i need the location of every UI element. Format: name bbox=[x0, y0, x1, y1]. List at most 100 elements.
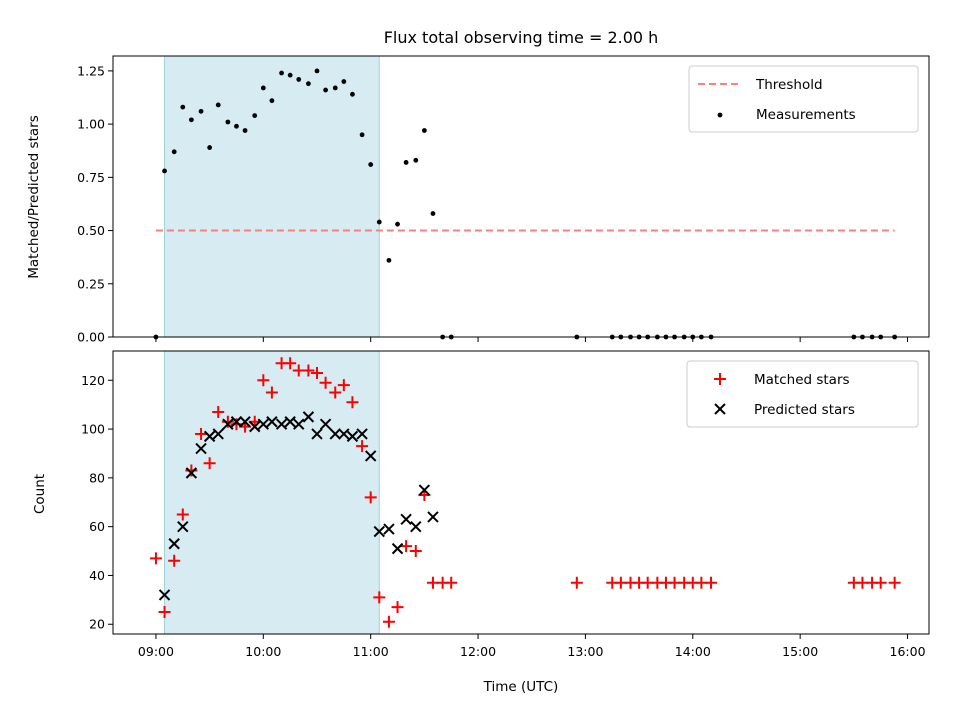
measurement-point bbox=[386, 257, 392, 263]
predicted-star-point bbox=[212, 428, 224, 440]
matched-star-point bbox=[185, 464, 198, 477]
matched-star-point bbox=[158, 606, 171, 619]
measurement-point bbox=[314, 68, 320, 74]
legend-matched-label: Matched stars bbox=[754, 372, 850, 388]
matched-star-point bbox=[265, 386, 278, 399]
y-tick-label: 40 bbox=[89, 568, 105, 583]
predicted-star-point bbox=[391, 542, 404, 555]
y-tick-label: 0.25 bbox=[77, 276, 105, 291]
chart-title: Flux total observing time = 2.00 h bbox=[384, 28, 659, 47]
x-axis-label: Time (UTC) bbox=[483, 679, 559, 695]
measurement-point bbox=[171, 149, 177, 155]
measurement-point bbox=[403, 160, 409, 165]
predicted-star-point bbox=[230, 416, 243, 428]
matched-star-point bbox=[888, 576, 901, 589]
predicted-star-point bbox=[284, 416, 296, 428]
predicted-star-point bbox=[311, 428, 323, 440]
predicted-star-point bbox=[257, 418, 270, 430]
matched-star-point bbox=[212, 405, 225, 418]
predicted-star-point bbox=[338, 428, 350, 440]
predicted-star-point bbox=[293, 418, 305, 430]
matched-star-point bbox=[302, 364, 315, 377]
matched-star-point bbox=[382, 615, 395, 628]
measurement-point bbox=[162, 168, 167, 174]
matched-star-point bbox=[311, 366, 323, 379]
matched-star-point bbox=[400, 540, 413, 553]
y-tick-label: 100 bbox=[81, 422, 105, 437]
predicted-star-point bbox=[185, 467, 198, 479]
matched-star-point bbox=[257, 374, 270, 387]
measurement-point bbox=[287, 72, 293, 78]
y-tick-label: 0.50 bbox=[77, 223, 105, 238]
measurement-point bbox=[306, 81, 311, 87]
y-tick-label: 1.00 bbox=[77, 117, 105, 132]
predicted-star-point bbox=[427, 511, 439, 523]
measurement-point bbox=[234, 123, 239, 129]
predicted-star-point bbox=[203, 430, 216, 443]
legend-box-bottom bbox=[686, 360, 919, 428]
measurement-point bbox=[215, 102, 221, 108]
matched-star-point bbox=[874, 576, 887, 589]
x-tick-label: 10:00 bbox=[245, 644, 281, 659]
predicted-star-point bbox=[410, 520, 422, 533]
matched-star-point bbox=[346, 396, 359, 409]
measurement-point bbox=[296, 77, 302, 82]
predicted-star-point bbox=[177, 520, 189, 533]
measurement-point bbox=[323, 87, 328, 93]
predicted-star-point bbox=[158, 589, 171, 601]
measurement-point bbox=[430, 211, 436, 216]
predicted-star-point bbox=[222, 418, 234, 430]
matched-star-point bbox=[373, 591, 386, 604]
matched-star-point bbox=[149, 552, 162, 565]
y-axis-label-top: Matched/Predicted stars bbox=[26, 115, 42, 278]
matched-star-point bbox=[319, 376, 332, 389]
plot-frame-top bbox=[112, 55, 930, 338]
matched-star-point bbox=[705, 576, 718, 589]
legend-top: Threshold Measurements bbox=[688, 65, 919, 133]
predicted-star-point bbox=[346, 430, 359, 443]
matched-star-point bbox=[391, 601, 404, 614]
top-panel: 0.00 0.25 0.50 0.75 1.00 1.25 Flux total obse… bbox=[26, 28, 930, 345]
legend-matched-swatch bbox=[714, 373, 726, 385]
predicted-star-point bbox=[266, 416, 278, 428]
observing-window-shade-top bbox=[164, 55, 380, 338]
y-axis-label-bottom: Count bbox=[32, 474, 48, 514]
predicted-star-point bbox=[373, 525, 385, 538]
y-axis-ticks-bottom: 20 40 60 80 100 120 bbox=[81, 373, 113, 632]
measurement-point bbox=[332, 85, 338, 91]
measurement-point bbox=[421, 128, 427, 133]
measurement-point bbox=[252, 113, 258, 119]
measurement-point bbox=[188, 117, 194, 123]
matched-star-point bbox=[356, 440, 369, 453]
measurement-point bbox=[225, 119, 231, 125]
y-tick-label: 80 bbox=[89, 470, 105, 485]
predicted-star-point bbox=[195, 442, 207, 455]
measurements-series bbox=[153, 68, 898, 340]
legend-measurements-swatch bbox=[717, 112, 723, 118]
measurement-point bbox=[368, 162, 374, 167]
y-tick-label: 60 bbox=[89, 519, 105, 534]
predicted-star-point bbox=[364, 450, 377, 462]
legend-bottom: Matched stars Predicted stars bbox=[686, 360, 919, 428]
measurement-point bbox=[350, 91, 355, 97]
matched-star-point bbox=[445, 576, 458, 589]
x-tick-label: 14:00 bbox=[675, 644, 711, 659]
measurement-point bbox=[341, 79, 347, 84]
legend-predicted-swatch bbox=[714, 403, 726, 415]
matched-star-point bbox=[176, 508, 189, 521]
measurement-point bbox=[180, 104, 186, 110]
x-tick-label: 13:00 bbox=[567, 644, 603, 659]
measurement-point bbox=[242, 128, 248, 133]
matched-star-point bbox=[221, 415, 234, 428]
legend-threshold-label: Threshold bbox=[755, 77, 823, 93]
x-tick-label: 15:00 bbox=[782, 644, 818, 659]
matched-stars-series bbox=[149, 357, 901, 628]
predicted-star-point bbox=[329, 428, 341, 440]
predicted-star-point bbox=[418, 484, 431, 496]
y-axis-ticks-top: 0.00 0.25 0.50 0.75 1.00 1.25 bbox=[77, 63, 113, 345]
y-tick-label: 0.00 bbox=[77, 330, 105, 345]
x-tick-label: 16:00 bbox=[890, 644, 926, 659]
measurement-point bbox=[279, 70, 284, 76]
matched-star-point bbox=[230, 418, 243, 431]
